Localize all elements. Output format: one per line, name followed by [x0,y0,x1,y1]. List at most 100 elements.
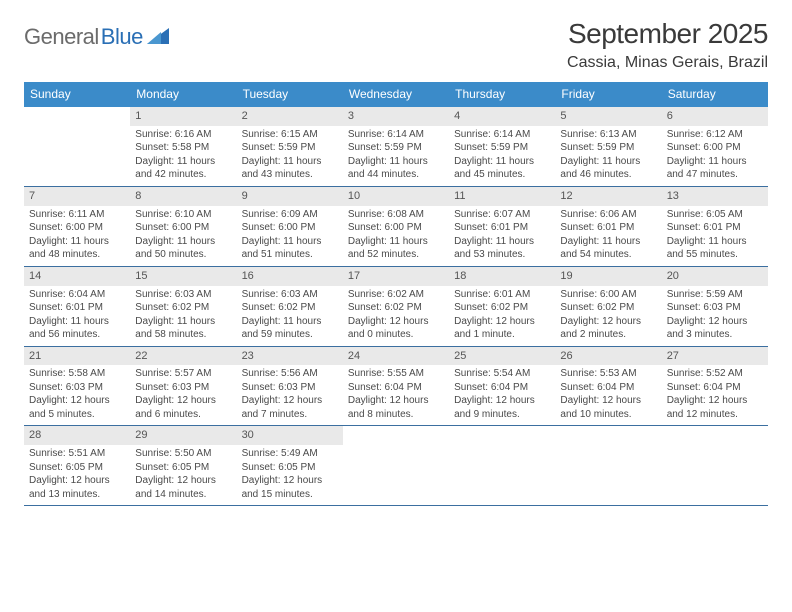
daylight-line: Daylight: 12 hours and 0 minutes. [348,315,444,342]
calendar-day-cell: 11Sunrise: 6:07 AMSunset: 6:01 PMDayligh… [449,187,555,266]
daylight-line: Daylight: 12 hours and 2 minutes. [560,315,656,342]
day-body: Sunrise: 5:52 AMSunset: 6:04 PMDaylight:… [662,367,768,425]
daylight-line: Daylight: 11 hours and 52 minutes. [348,235,444,262]
calendar-day-cell: . [24,107,130,186]
sunrise-line: Sunrise: 6:02 AM [348,288,444,302]
sunrise-line: Sunrise: 5:57 AM [135,367,231,381]
daylight-line: Daylight: 11 hours and 55 minutes. [667,235,763,262]
day-number: 26 [555,347,661,366]
sunrise-line: Sunrise: 6:03 AM [242,288,338,302]
calendar-day-cell: 29Sunrise: 5:50 AMSunset: 6:05 PMDayligh… [130,426,236,505]
day-body: Sunrise: 6:06 AMSunset: 6:01 PMDaylight:… [555,208,661,266]
sunrise-line: Sunrise: 6:06 AM [560,208,656,222]
calendar-day-cell: 16 Sunrise: 6:03 AMSunset: 6:02 PMDayligh… [237,267,343,346]
sunrise-line: Sunrise: 6:01 AM [454,288,550,302]
logo-triangle-icon [147,26,169,49]
daylight-line: Daylight: 11 hours and 58 minutes. [135,315,231,342]
sunset-line: Sunset: 6:02 PM [135,301,231,315]
day-body: Sunrise: 6:02 AMSunset: 6:02 PMDaylight:… [343,288,449,346]
day-body: Sunrise: 5:57 AMSunset: 6:03 PMDaylight:… [130,367,236,425]
calendar-week-row: 14 Sunrise: 6:04 AMSunset: 6:01 PMDayligh… [24,267,768,347]
sunrise-line: Sunrise: 6:07 AM [454,208,550,222]
day-body: Sunrise: 5:54 AMSunset: 6:04 PMDaylight:… [449,367,555,425]
calendar-day-cell: 17Sunrise: 6:02 AMSunset: 6:02 PMDayligh… [343,267,449,346]
sunset-line: Sunset: 6:01 PM [667,221,763,235]
dow-header: Saturday [662,82,768,107]
day-number: 29 [130,426,236,445]
calendar-day-cell: 18Sunrise: 6:01 AMSunset: 6:02 PMDayligh… [449,267,555,346]
calendar-day-cell: 13Sunrise: 6:05 AMSunset: 6:01 PMDayligh… [662,187,768,266]
day-body: Sunrise: 6:11 AMSunset: 6:00 PMDaylight:… [24,208,130,266]
daylight-line: Daylight: 12 hours and 12 minutes. [667,394,763,421]
day-number: 12 [555,187,661,206]
sunrise-line: Sunrise: 6:08 AM [348,208,444,222]
calendar-week-row: 28Sunrise: 5:51 AMSunset: 6:05 PMDayligh… [24,426,768,506]
day-number: 22 [130,347,236,366]
calendar-week-row: 21Sunrise: 5:58 AM Sunset: 6:03 PM Dayligh… [24,347,768,427]
calendar-day-cell: 23Sunrise: 5:56 AMSunset: 6:03 PMDayligh… [237,347,343,426]
sunrise-line: Sunrise: 6:09 AM [242,208,338,222]
daylight-line: Daylight: 12 hours and 9 minutes. [454,394,550,421]
calendar-day-cell: 6Sunrise: 6:12 AMSunset: 6:00 PMDaylight… [662,107,768,186]
sunrise-line: Sunrise: 6:13 AM [560,128,656,142]
sunset-line: Sunset: 6:01 PM [29,301,125,315]
sunset-line: Sunset: 6:04 PM [454,381,550,395]
sunrise-line: Sunrise: 5:54 AM [454,367,550,381]
sunset-line: Sunset: 6:04 PM [560,381,656,395]
sunrise-line: Sunrise: 5:49 AM [242,447,338,461]
day-body: Sunrise: 5:49 AMSunset: 6:05 PMDaylight:… [237,447,343,505]
calendar-week-row: 7Sunrise: 6:11 AMSunset: 6:00 PMDaylight… [24,187,768,267]
day-number: 23 [237,347,343,366]
day-body: Sunrise: 6:07 AMSunset: 6:01 PMDaylight:… [449,208,555,266]
sunset-line: Sunset: 6:02 PM [348,301,444,315]
day-body: Sunrise: 6:03 AMSunset: 6:02 PMDaylight:… [237,288,343,346]
day-body: Sunrise: 5:55 AMSunset: 6:04 PMDaylight:… [343,367,449,425]
day-number: 9 [237,187,343,206]
sunset-line: Sunset: 6:05 PM [135,461,231,475]
calendar-day-cell: 22Sunrise: 5:57 AMSunset: 6:03 PMDayligh… [130,347,236,426]
sunrise-line: Sunrise: 6:05 AM [667,208,763,222]
dow-header: Tuesday [237,82,343,107]
calendar-day-cell: . [343,426,449,505]
location-subtitle: Cassia, Minas Gerais, Brazil [567,54,768,72]
title-block: September 2025 Cassia, Minas Gerais, Bra… [567,18,768,72]
day-number: 5 [555,107,661,126]
sunset-line: Sunset: 5:59 PM [454,141,550,155]
calendar-day-cell: 21Sunrise: 5:58 AMSunset: 6:03 PMDayligh… [24,347,130,426]
day-body: Sunrise: 5:53 AMSunset: 6:04 PMDaylight:… [555,367,661,425]
sunrise-line: Sunrise: 6:14 AM [348,128,444,142]
sunrise-line: Sunrise: 6:03 AM [135,288,231,302]
daylight-line: Daylight: 11 hours and 50 minutes. [135,235,231,262]
sunset-line: Sunset: 6:02 PM [560,301,656,315]
day-number: 16 [237,267,343,286]
calendar-day-cell: 8Sunrise: 6:10 AMSunset: 6:00 PMDaylight… [130,187,236,266]
day-body: Sunrise: 6:00 AMSunset: 6:02 PMDaylight:… [555,288,661,346]
day-number: 21 [24,347,130,366]
day-body: Sunrise: 6:04 AMSunset: 6:01 PMDaylight:… [24,288,130,346]
calendar-week-row: .1 Sunrise: 6:16 AMSunset: 5:58 PMDayligh… [24,107,768,187]
day-number: 10 [343,187,449,206]
daylight-line: Daylight: 12 hours and 7 minutes. [242,394,338,421]
day-body: Sunrise: 6:14 AMSunset: 5:59 PMDaylight:… [343,128,449,186]
day-body: Sunrise: 6:12 AMSunset: 6:00 PMDaylight:… [662,128,768,186]
sunrise-line: Sunrise: 5:50 AM [135,447,231,461]
sunset-line: Sunset: 6:03 PM [135,381,231,395]
sunset-line: Sunset: 5:59 PM [242,141,338,155]
sunset-line: Sunset: 5:59 PM [560,141,656,155]
daylight-line: Daylight: 12 hours and 8 minutes. [348,394,444,421]
day-number: 14 [24,267,130,286]
day-number: 25 [449,347,555,366]
day-body: Sunrise: 6:16 AMSunset: 5:58 PMDaylight:… [130,128,236,186]
calendar-day-cell: . [555,426,661,505]
day-number: 1 [130,107,236,126]
calendar-day-cell: 19Sunrise: 6:00 AMSunset: 6:02 PMDayligh… [555,267,661,346]
daylight-line: Daylight: 12 hours and 3 minutes. [667,315,763,342]
day-number: 3 [343,107,449,126]
dow-header: Friday [555,82,661,107]
sunset-line: Sunset: 6:04 PM [348,381,444,395]
daylight-line: Daylight: 11 hours and 47 minutes. [667,155,763,182]
sunrise-line: Sunrise: 5:58 AM [29,367,125,381]
dow-header: Monday [130,82,236,107]
sunrise-line: Sunrise: 5:53 AM [560,367,656,381]
daylight-line: Daylight: 11 hours and 53 minutes. [454,235,550,262]
